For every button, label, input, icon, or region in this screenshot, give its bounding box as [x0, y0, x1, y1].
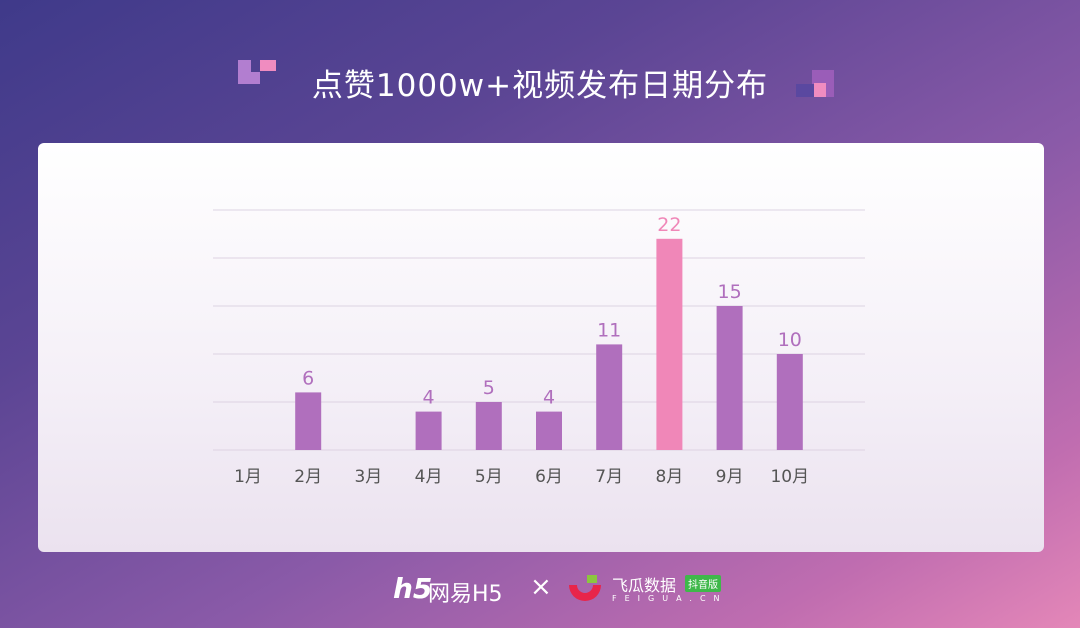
data-label: 5: [483, 377, 495, 399]
x-tick-label: 6月: [535, 467, 563, 487]
h5-logo-icon: h5: [393, 572, 433, 605]
brand-feigua-sub: FEIGUA.CN: [612, 594, 728, 603]
x-tick-label: 1月: [234, 467, 262, 487]
x-tick-label: 2月: [294, 467, 322, 487]
x-tick-label: 10月: [770, 467, 809, 487]
brand-feigua: 飞瓜数据: [612, 576, 677, 595]
chart-card: [38, 143, 1044, 552]
x-tick-label: 9月: [716, 467, 744, 487]
x-tick-label: 3月: [354, 467, 382, 487]
x-tick-label: 7月: [595, 467, 623, 487]
separator: ×: [530, 572, 552, 602]
x-tick-label: 5月: [475, 467, 503, 487]
feigua-logo-icon: [569, 575, 601, 601]
title-decoration-right: [796, 70, 836, 98]
bar: [475, 402, 502, 450]
data-label: 4: [543, 387, 555, 409]
data-label: 4: [423, 387, 435, 409]
bar: [656, 238, 683, 450]
data-label: 6: [302, 367, 314, 389]
bar: [536, 411, 562, 450]
chart-title: 点赞1000w+视频发布日期分布: [311, 68, 769, 104]
data-label: 10: [778, 329, 802, 351]
badge-douyin: 抖音版: [685, 575, 721, 592]
data-label: 15: [718, 281, 742, 303]
footer: h5 网易H5 × 飞瓜数据 抖音版 FEIGUA.CN: [0, 570, 1080, 610]
bar: [716, 306, 743, 450]
title-decoration-left: [238, 60, 278, 86]
data-label: 11: [597, 319, 621, 341]
bar: [596, 344, 623, 450]
bar: [415, 411, 442, 450]
data-label: 22: [657, 214, 681, 236]
brand-netease-h5: 网易H5: [428, 582, 503, 607]
x-tick-label: 4月: [415, 467, 443, 487]
bar: [776, 354, 803, 450]
bar: [295, 392, 322, 450]
x-tick-label: 8月: [655, 467, 683, 487]
